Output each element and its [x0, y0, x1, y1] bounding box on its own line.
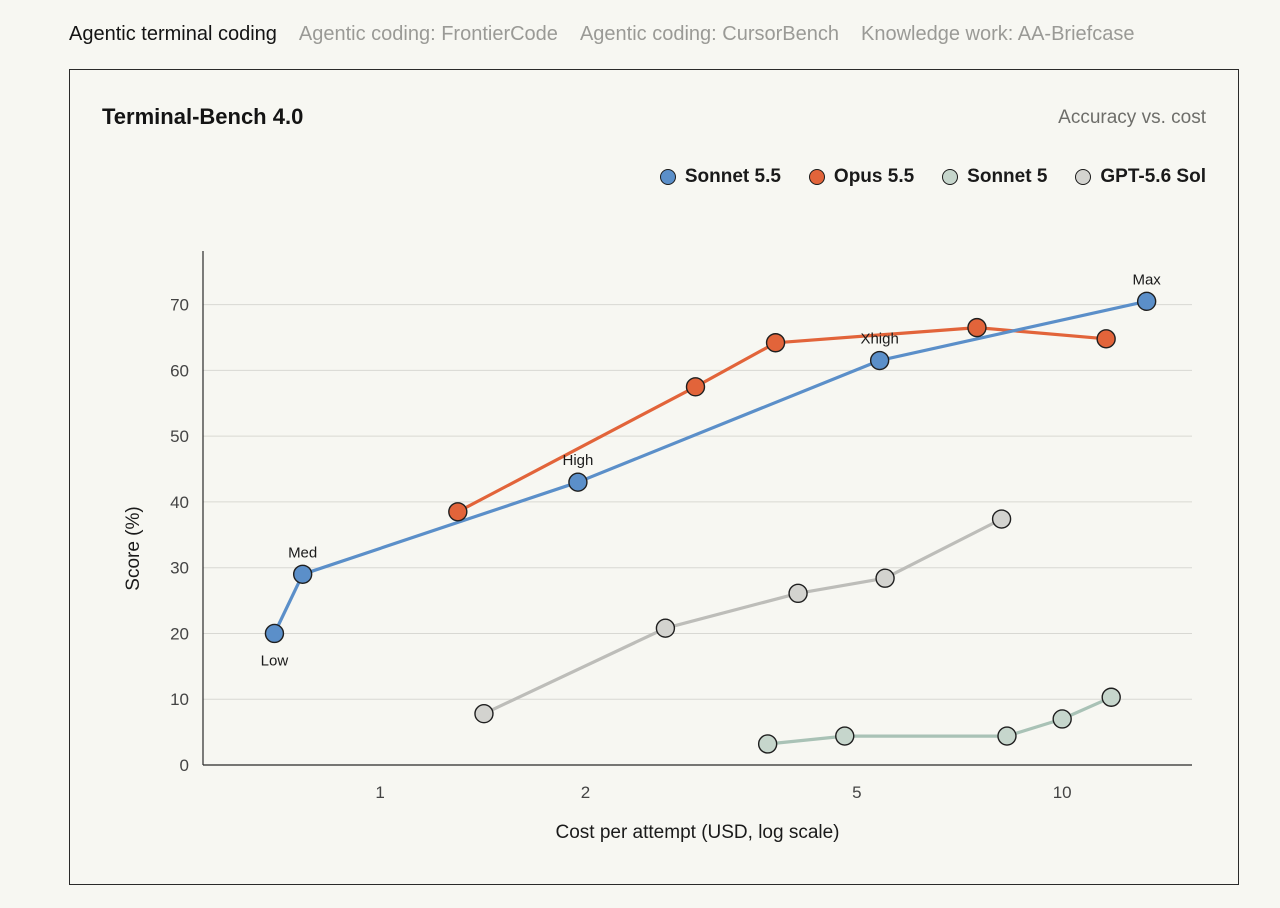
tab-bar: Agentic terminal coding Agentic coding: …	[69, 18, 1134, 50]
y-tick-label-50: 50	[170, 427, 189, 446]
point-label-high: High	[562, 452, 593, 469]
data-point-gpt-5-6-sol-0	[474, 704, 494, 724]
legend-swatch-gpt-5-6-sol	[1075, 169, 1092, 185]
point-label-max: Max	[1132, 271, 1161, 288]
point-label-xhigh: Xhigh	[860, 331, 898, 348]
data-point-opus-5-5-0	[448, 502, 468, 522]
data-point-opus-5-5-3	[967, 317, 987, 338]
y-tick-label-30: 30	[170, 559, 189, 578]
y-tick-label-10: 10	[170, 690, 189, 709]
legend-item-gpt-5-6-sol: GPT-5.6 Sol	[1075, 166, 1206, 188]
series-line-gpt-5-6-sol	[482, 517, 1004, 716]
chart-title: Terminal-Bench 4.0	[102, 104, 304, 129]
legend-swatch-sonnet-5	[942, 169, 959, 185]
y-tick-label-0: 0	[180, 756, 189, 775]
data-point-opus-5-5-2	[765, 333, 786, 353]
data-point-gpt-5-6-sol-1	[655, 618, 676, 638]
data-point-sonnet-5-5-0	[264, 623, 285, 644]
data-point-sonnet-5-1	[835, 726, 855, 746]
tab-aa-briefcase[interactable]: Knowledge work: AA-Briefcase	[860, 22, 1135, 45]
legend-label-opus-5-5: Opus 5.5	[833, 166, 915, 187]
x-tick-label-5: 5	[852, 783, 861, 802]
series-line-sonnet-5-5	[272, 299, 1149, 636]
x-tick-label-10: 10	[1053, 783, 1072, 802]
data-point-sonnet-5-5-3	[869, 350, 890, 371]
x-axis-label: Cost per attempt (USD, log scale)	[555, 822, 839, 843]
legend-swatch-opus-5-5	[808, 169, 825, 185]
data-point-sonnet-5-0	[757, 734, 778, 754]
y-tick-label-70: 70	[170, 296, 189, 315]
data-point-sonnet-5-5-4	[1136, 291, 1157, 312]
data-point-opus-5-5-1	[685, 377, 706, 397]
y-tick-label-20: 20	[170, 624, 189, 643]
legend: Sonnet 5.5 Opus 5.5 Sonnet 5 GPT-5.6 Sol	[659, 166, 1206, 188]
chart-subtitle: Accuracy vs. cost	[1058, 107, 1206, 128]
point-label-low: Low	[261, 652, 289, 669]
y-axis-label: Score (%)	[123, 506, 144, 590]
tab-agentic-terminal-coding[interactable]: Agentic terminal coding	[69, 22, 277, 45]
legend-item-opus-5-5: Opus 5.5	[808, 166, 915, 188]
x-tick-label-1: 1	[375, 783, 384, 802]
data-point-sonnet-5-4	[1101, 687, 1121, 707]
series-line-opus-5-5	[456, 326, 1108, 514]
chart-card: Terminal-Bench 4.0 Accuracy vs. cost Son…	[69, 69, 1239, 885]
data-point-sonnet-5-2	[997, 726, 1017, 746]
tab-frontiercode[interactable]: Agentic coding: FrontierCode	[298, 22, 558, 45]
legend-label-sonnet-5: Sonnet 5	[967, 166, 1048, 187]
data-point-gpt-5-6-sol-3	[875, 568, 895, 588]
data-point-opus-5-5-4	[1096, 329, 1116, 349]
legend-label-sonnet-5-5: Sonnet 5.5	[684, 166, 781, 187]
data-point-sonnet-5-5-1	[292, 564, 313, 584]
data-point-sonnet-5-5-2	[568, 472, 588, 492]
legend-item-sonnet-5: Sonnet 5	[942, 166, 1047, 188]
x-tick-label-2: 2	[581, 783, 590, 802]
y-tick-label-60: 60	[170, 361, 189, 380]
legend-item-sonnet-5-5: Sonnet 5.5	[659, 166, 781, 188]
legend-label-gpt-5-6-sol: GPT-5.6 Sol	[1100, 166, 1206, 187]
data-point-sonnet-5-3	[1052, 709, 1072, 729]
legend-swatch-sonnet-5-5	[659, 169, 676, 185]
plot-area: 0 10 20 30 40 50 60 70 1 2 5 10 Cost per attempt (US…	[123, 251, 1192, 843]
y-tick-label-40: 40	[170, 493, 189, 512]
data-point-gpt-5-6-sol-4	[991, 509, 1012, 529]
tab-cursorbench[interactable]: Agentic coding: CursorBench	[579, 22, 839, 45]
data-point-gpt-5-6-sol-2	[788, 583, 808, 604]
point-label-med: Med	[288, 544, 317, 561]
